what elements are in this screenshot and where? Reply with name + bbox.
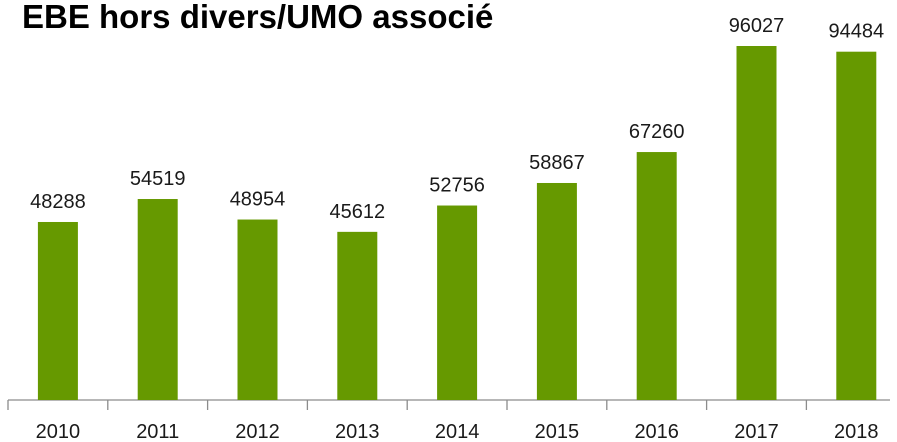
data-label: 54519 (130, 168, 186, 190)
x-tick-label: 2014 (435, 421, 480, 442)
bar (337, 231, 378, 400)
data-label: 67260 (629, 121, 685, 143)
bar (736, 46, 777, 400)
data-label: 48954 (230, 189, 286, 211)
x-tick-label: 2017 (734, 421, 779, 442)
data-label: 48288 (30, 191, 86, 213)
x-tick-label: 2015 (535, 421, 580, 442)
x-tick-label: 2018 (834, 421, 879, 442)
data-label: 58867 (529, 152, 585, 174)
data-label: 96027 (729, 15, 785, 37)
x-tick-label: 2012 (235, 421, 280, 442)
bar (836, 51, 877, 401)
bar (636, 152, 677, 400)
data-label: 45612 (329, 201, 385, 223)
bar (137, 199, 178, 400)
data-label: 94484 (828, 21, 884, 43)
bar (536, 182, 577, 400)
x-tick-label: 2016 (634, 421, 679, 442)
bar (237, 219, 278, 400)
x-tick-label: 2010 (36, 421, 81, 442)
x-tick-label: 2013 (335, 421, 380, 442)
data-label: 52756 (429, 175, 485, 197)
bar (37, 221, 78, 400)
x-tick-label: 2011 (136, 421, 179, 442)
chart-title: EBE hors divers/UMO associé (22, 0, 493, 35)
bar (437, 205, 478, 400)
